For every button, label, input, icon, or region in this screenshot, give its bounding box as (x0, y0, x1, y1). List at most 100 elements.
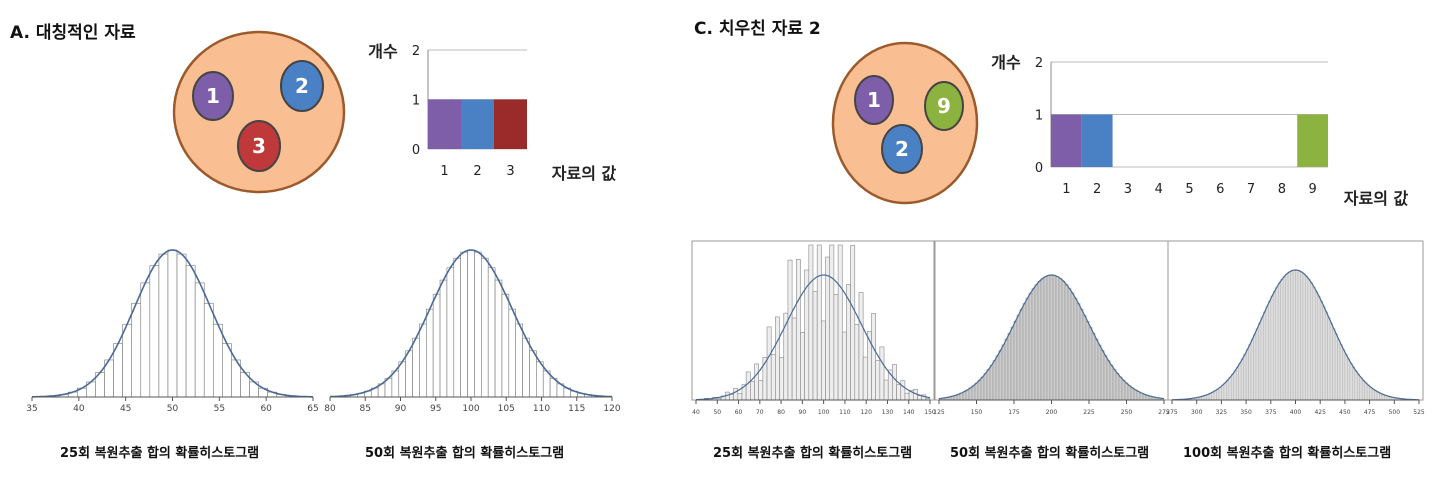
xtick-C-hist25-140: 140 (903, 409, 915, 416)
xtick-A-freq-1: 1 (440, 164, 448, 179)
histbar-C-hist50-22 (1004, 338, 1009, 401)
histbar-C-hist100-64 (1329, 322, 1333, 401)
xtick-C-hist100-275: 275 (1166, 409, 1178, 416)
histbar-C-hist100-67 (1337, 339, 1341, 401)
histbar-C-hist100-69 (1342, 349, 1346, 401)
histbar-C-hist25-42 (871, 313, 876, 401)
xtick-C-hist100-450: 450 (1339, 409, 1351, 416)
ball-c-9 (924, 81, 964, 131)
histbar-A-hist50-17 (446, 267, 455, 398)
histbar-A-hist50-29 (529, 350, 537, 398)
histbar-A-hist25-15 (167, 249, 178, 398)
histbar-C-hist100-20 (1221, 384, 1225, 401)
histbar-C-hist50-39 (1055, 276, 1060, 401)
histbar-C-hist100-55 (1307, 279, 1311, 401)
histbar-C-hist25-13 (750, 381, 755, 401)
histbar-A-hist50-12 (412, 337, 420, 398)
histbar-A-hist50-30 (536, 361, 544, 398)
xtick-C-hist25-70: 70 (756, 409, 764, 416)
histbar-C-hist25-25 (800, 332, 805, 401)
xtick-C-hist100-325: 325 (1216, 409, 1228, 416)
bar-A-freq-3 (494, 99, 527, 149)
histbar-A-hist50-20 (467, 249, 475, 398)
histbar-C-hist50-47 (1079, 308, 1084, 401)
xtick-A-hist50-95: 95 (430, 404, 441, 414)
histbar-C-hist50-60 (1118, 376, 1123, 401)
histbar-C-hist100-50 (1295, 269, 1299, 401)
xtick-A-hist50-120: 120 (603, 404, 620, 414)
histbar-C-hist50-9 (965, 389, 970, 401)
caption-c-100: 100회 복원추출 합의 확률히스토그램 (1183, 446, 1392, 461)
histbar-C-hist25-17 (766, 326, 772, 401)
histbar-C-hist25-23 (791, 317, 797, 401)
histbar-C-hist50-13 (977, 379, 982, 401)
histbar-C-hist100-53 (1302, 273, 1306, 401)
histbar-C-hist50-46 (1076, 303, 1081, 401)
xtick-C-hist100-425: 425 (1314, 409, 1326, 416)
histbar-C-hist50-21 (1001, 344, 1006, 401)
xtick-C-freq-1: 1 (1062, 182, 1070, 197)
histbar-C-hist25-44 (879, 346, 885, 401)
histbar-C-hist50-63 (1127, 385, 1132, 401)
histbar-C-hist50-49 (1085, 320, 1090, 401)
bar-C-freq-2 (1081, 114, 1113, 167)
histbar-A-hist25-16 (176, 253, 187, 398)
caption-a-25: 25회 복원추출 합의 확률히스토그램 (60, 446, 260, 461)
histbar-C-hist100-83 (1376, 391, 1380, 401)
curve-A-hist25 (32, 249, 313, 398)
histbar-A-hist50-13 (419, 323, 427, 398)
histbar-C-hist100-68 (1339, 344, 1343, 401)
histbar-C-hist50-12 (974, 382, 979, 401)
panel-c-title: C. 치우친 자료 2 (694, 19, 821, 39)
histbar-C-hist100-23 (1228, 377, 1232, 401)
histbar-C-hist25-39 (858, 292, 864, 401)
panel-a-title: A. 대칭적인 자료 (10, 23, 136, 43)
histbar-C-hist100-32 (1250, 339, 1254, 401)
xtick-C-freq-5: 5 (1185, 182, 1193, 197)
histbar-C-hist25-45 (883, 379, 889, 401)
histbar-C-hist50-27 (1019, 308, 1024, 401)
histbar-C-hist100-48 (1290, 270, 1294, 401)
histbar-C-hist100-17 (1213, 390, 1217, 401)
histbar-C-hist25-53 (917, 395, 922, 401)
histbar-C-hist50-54 (1100, 350, 1105, 401)
histbar-C-hist100-51 (1297, 270, 1301, 401)
histbar-C-hist25-31 (825, 256, 831, 401)
histbar-C-hist100-75 (1356, 374, 1361, 401)
histbar-C-hist100-71 (1347, 358, 1351, 401)
histbar-A-hist25-12 (140, 282, 151, 398)
histbar-C-hist100-56 (1310, 282, 1314, 401)
curve-C-hist50 (938, 274, 1165, 400)
histbar-C-hist25-35 (841, 331, 847, 401)
histbar-C-hist100-25 (1233, 370, 1237, 401)
histbar-C-hist50-36 (1046, 275, 1051, 401)
histbar-A-hist25-17 (185, 265, 196, 398)
bar-C-freq-9 (1297, 114, 1328, 167)
histbar-C-hist50-35 (1043, 276, 1048, 401)
histbar-C-hist25-50 (904, 392, 910, 401)
histbar-C-hist50-56 (1106, 360, 1111, 401)
xtick-A-freq-2: 2 (473, 164, 481, 179)
histbar-A-hist50-18 (453, 257, 461, 398)
histbar-C-hist50-53 (1097, 344, 1102, 401)
ball-label-c-2: 2 (895, 137, 909, 161)
histbar-C-hist50-48 (1082, 314, 1087, 401)
xtick-C-hist25-100: 100 (818, 409, 830, 416)
histbar-C-hist100-40 (1270, 295, 1274, 401)
histbar-C-hist50-14 (980, 376, 985, 401)
histbar-C-hist100-36 (1260, 317, 1264, 401)
histbar-C-hist100-47 (1287, 271, 1291, 401)
histbar-C-hist50-33 (1037, 280, 1042, 401)
xtick-C-hist25-40: 40 (692, 409, 700, 416)
histbar-C-hist50-41 (1061, 280, 1066, 401)
bar-A-freq-1 (428, 99, 461, 149)
histbar-C-hist25-19 (775, 316, 780, 401)
histbar-C-hist50-64 (1130, 387, 1135, 401)
ball-c-2 (881, 124, 923, 174)
curve-A-hist50 (330, 249, 612, 398)
bar-A-freq-2 (461, 99, 494, 149)
ylabel-A-freq: 개수 (368, 42, 398, 61)
ytick-A-freq-2: 2 (412, 44, 420, 59)
histbar-C-hist50-65 (1133, 389, 1138, 401)
